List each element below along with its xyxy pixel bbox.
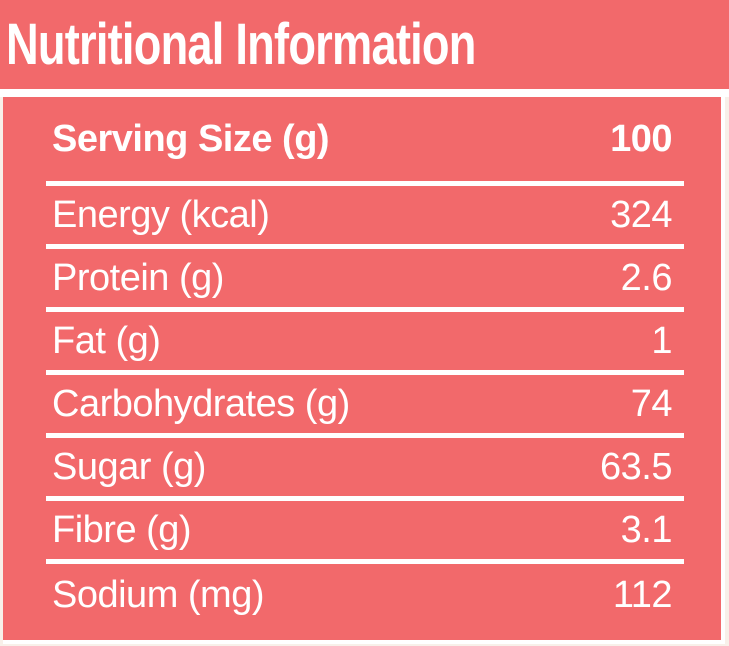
nutrient-label: Sodium (mg) — [52, 574, 265, 616]
nutrient-label: Serving Size (g) — [52, 117, 330, 160]
nutrient-label: Fibre (g) — [52, 508, 192, 551]
nutrient-value: 112 — [612, 574, 673, 616]
table-row: Fibre (g) 3.1 — [46, 501, 684, 564]
nutrient-value: 74 — [630, 382, 673, 425]
page-title: Nutritional Information — [6, 12, 476, 77]
nutrient-label: Carbohydrates (g) — [52, 382, 350, 425]
nutrition-rows: Serving Size (g) 100 Energy (kcal) 324 Prote… — [46, 97, 684, 627]
title-banner: Nutritional Information — [0, 0, 729, 89]
nutrient-label: Protein (g) — [52, 256, 224, 299]
table-row: Sugar (g) 63.5 — [46, 438, 684, 501]
table-row: Energy (kcal) 324 — [46, 186, 684, 249]
nutrient-value: 3.1 — [620, 508, 673, 551]
nutrition-table: Serving Size (g) 100 Energy (kcal) 324 Prote… — [3, 97, 725, 644]
table-row: Protein (g) 2.6 — [46, 249, 684, 312]
nutrient-value: 63.5 — [600, 445, 672, 488]
nutrient-value: 324 — [610, 193, 672, 236]
nutrient-label: Energy (kcal) — [52, 193, 270, 236]
table-row: Fat (g) 1 — [46, 312, 684, 375]
nutrient-label: Fat (g) — [52, 319, 161, 362]
table-row: Sodium (mg) 112 — [46, 564, 684, 627]
nutrient-value: 2.6 — [620, 256, 673, 299]
table-row: Serving Size (g) 100 — [46, 97, 684, 186]
nutrient-value: 100 — [610, 117, 672, 160]
nutrient-label: Sugar (g) — [52, 445, 206, 488]
table-row: Carbohydrates (g) 74 — [46, 375, 684, 438]
banner-divider — [0, 89, 729, 97]
nutrient-value: 1 — [651, 319, 672, 362]
